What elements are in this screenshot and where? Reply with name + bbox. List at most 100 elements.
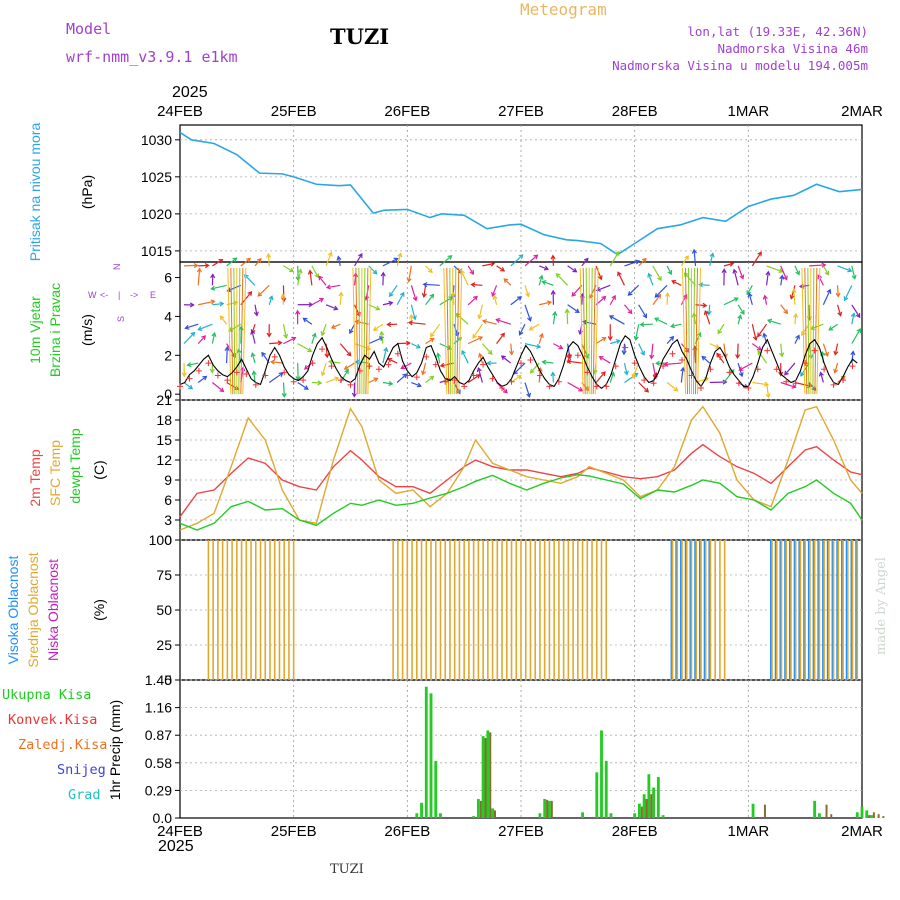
wind-arrow-head [582,319,588,325]
wind-arrow-head [784,370,789,376]
wind-arrow-head [518,330,524,336]
wind-arrow-head [738,366,744,371]
wind-arrow-head [654,293,660,298]
wind-arrow [739,362,753,371]
wind-arrow-head [738,372,744,378]
wind-arrow-head [283,333,289,339]
wind-arrow [440,362,455,367]
wind-arrow-head [564,308,570,314]
y-tick-label: 3 [164,512,172,528]
wind-arrow [609,295,616,306]
gust-marker [233,369,240,376]
wind-arrow [382,347,388,364]
wind-arrow [268,372,284,383]
wind-arrow [228,323,242,332]
gust-marker [461,383,468,390]
wind-arrow-head [478,352,483,358]
gust-marker [214,372,221,379]
wind-arrow [766,265,783,273]
wind-arrow-head [389,292,394,298]
wind-arrow-head [525,292,530,298]
wind-arrow-head [701,355,707,361]
wind-arrow [542,280,554,286]
temp-2m-axis-title: 2m Temp [27,449,43,507]
wind-arrow-head [209,368,215,374]
wind-arrow [318,275,327,286]
precip-total-bar [817,813,821,818]
wind-arrow [733,269,739,286]
wind-arrow [197,335,206,345]
gust-spike [594,267,599,395]
wind-arrow-head [709,252,715,258]
wind-arrow-head [334,376,340,382]
wind-arrow-head [354,319,360,325]
wind-arrow [331,323,341,329]
wind-arrow-head [397,252,403,258]
wind-unit-label: (m/s) [79,314,95,346]
y-tick-label: 9 [164,472,172,488]
wind-arrow-head [380,271,386,277]
wind-arrow [311,265,319,278]
wind-arrow-head [455,312,461,318]
wind-arrow-head [429,337,435,343]
wind-arrow [596,284,611,291]
wind-arrow [329,360,341,364]
wind-arrow-head [623,370,629,376]
wind-arrow [257,284,270,297]
wind-arrow-head [801,330,806,336]
wind-arrow-head [407,320,413,326]
precip-total-bar [860,806,864,818]
wind-arrow-head [550,254,556,260]
wind-arrow-head [824,351,829,358]
wind-arrow [780,381,796,388]
wind-arrow-head [617,271,622,277]
wind-arrow-head [224,346,230,351]
wind-arrow-head [702,302,708,308]
wind-arrow [851,328,861,344]
wind-arrow [723,262,734,267]
gust-spike [233,267,236,395]
wind-arrow-head [311,332,317,338]
wind-arrow-head [516,375,522,380]
wind-arrow-head [600,371,606,377]
wind-arrow-head [320,371,326,377]
wind-arrow-head [627,291,633,296]
wind-arrow [325,377,339,384]
wind-arrow [240,258,251,267]
wind-arrow [382,302,393,306]
wind-arrow-head [487,350,493,355]
wind-arrow-head [737,314,743,320]
wind-arrow-head [680,366,686,372]
wind-arrow-head [181,372,187,378]
wind-arrow-head [791,288,797,294]
wind-arrow-head [386,321,392,327]
wind-arrow-head [472,295,478,301]
wind-arrow [268,295,273,305]
wind-arrow [638,258,647,267]
wind-arrow-head [210,273,216,279]
gust-spike [592,267,596,395]
wind-arrow-head [477,336,484,341]
gust-marker [366,363,373,370]
wind-arrow-head [756,346,762,351]
wind-arrow [467,265,474,275]
wind-arrow-head [578,387,584,392]
wind-arrow-head [583,257,589,263]
wind-arrow-head [762,332,768,338]
wind-arrow [472,323,483,339]
wind-arrow-head [608,315,614,320]
wind-arrow-head [303,364,309,370]
precip-convective-bar [479,800,482,818]
wind-arrow [680,343,690,353]
time-label-bottom: 24FEB [157,823,203,840]
wind-arrow [780,304,788,314]
wind-arrow [491,285,498,297]
wind-axis-title-2: Brzina i Pravac [47,283,63,377]
wind-arrow-head [601,295,607,301]
wind-arrow [793,289,796,305]
wind-arrow-head [250,329,256,335]
wind-arrow [595,265,602,280]
wind-arrow [388,358,398,364]
wind-arrow-head [344,368,349,374]
wind-arrow [556,273,569,286]
